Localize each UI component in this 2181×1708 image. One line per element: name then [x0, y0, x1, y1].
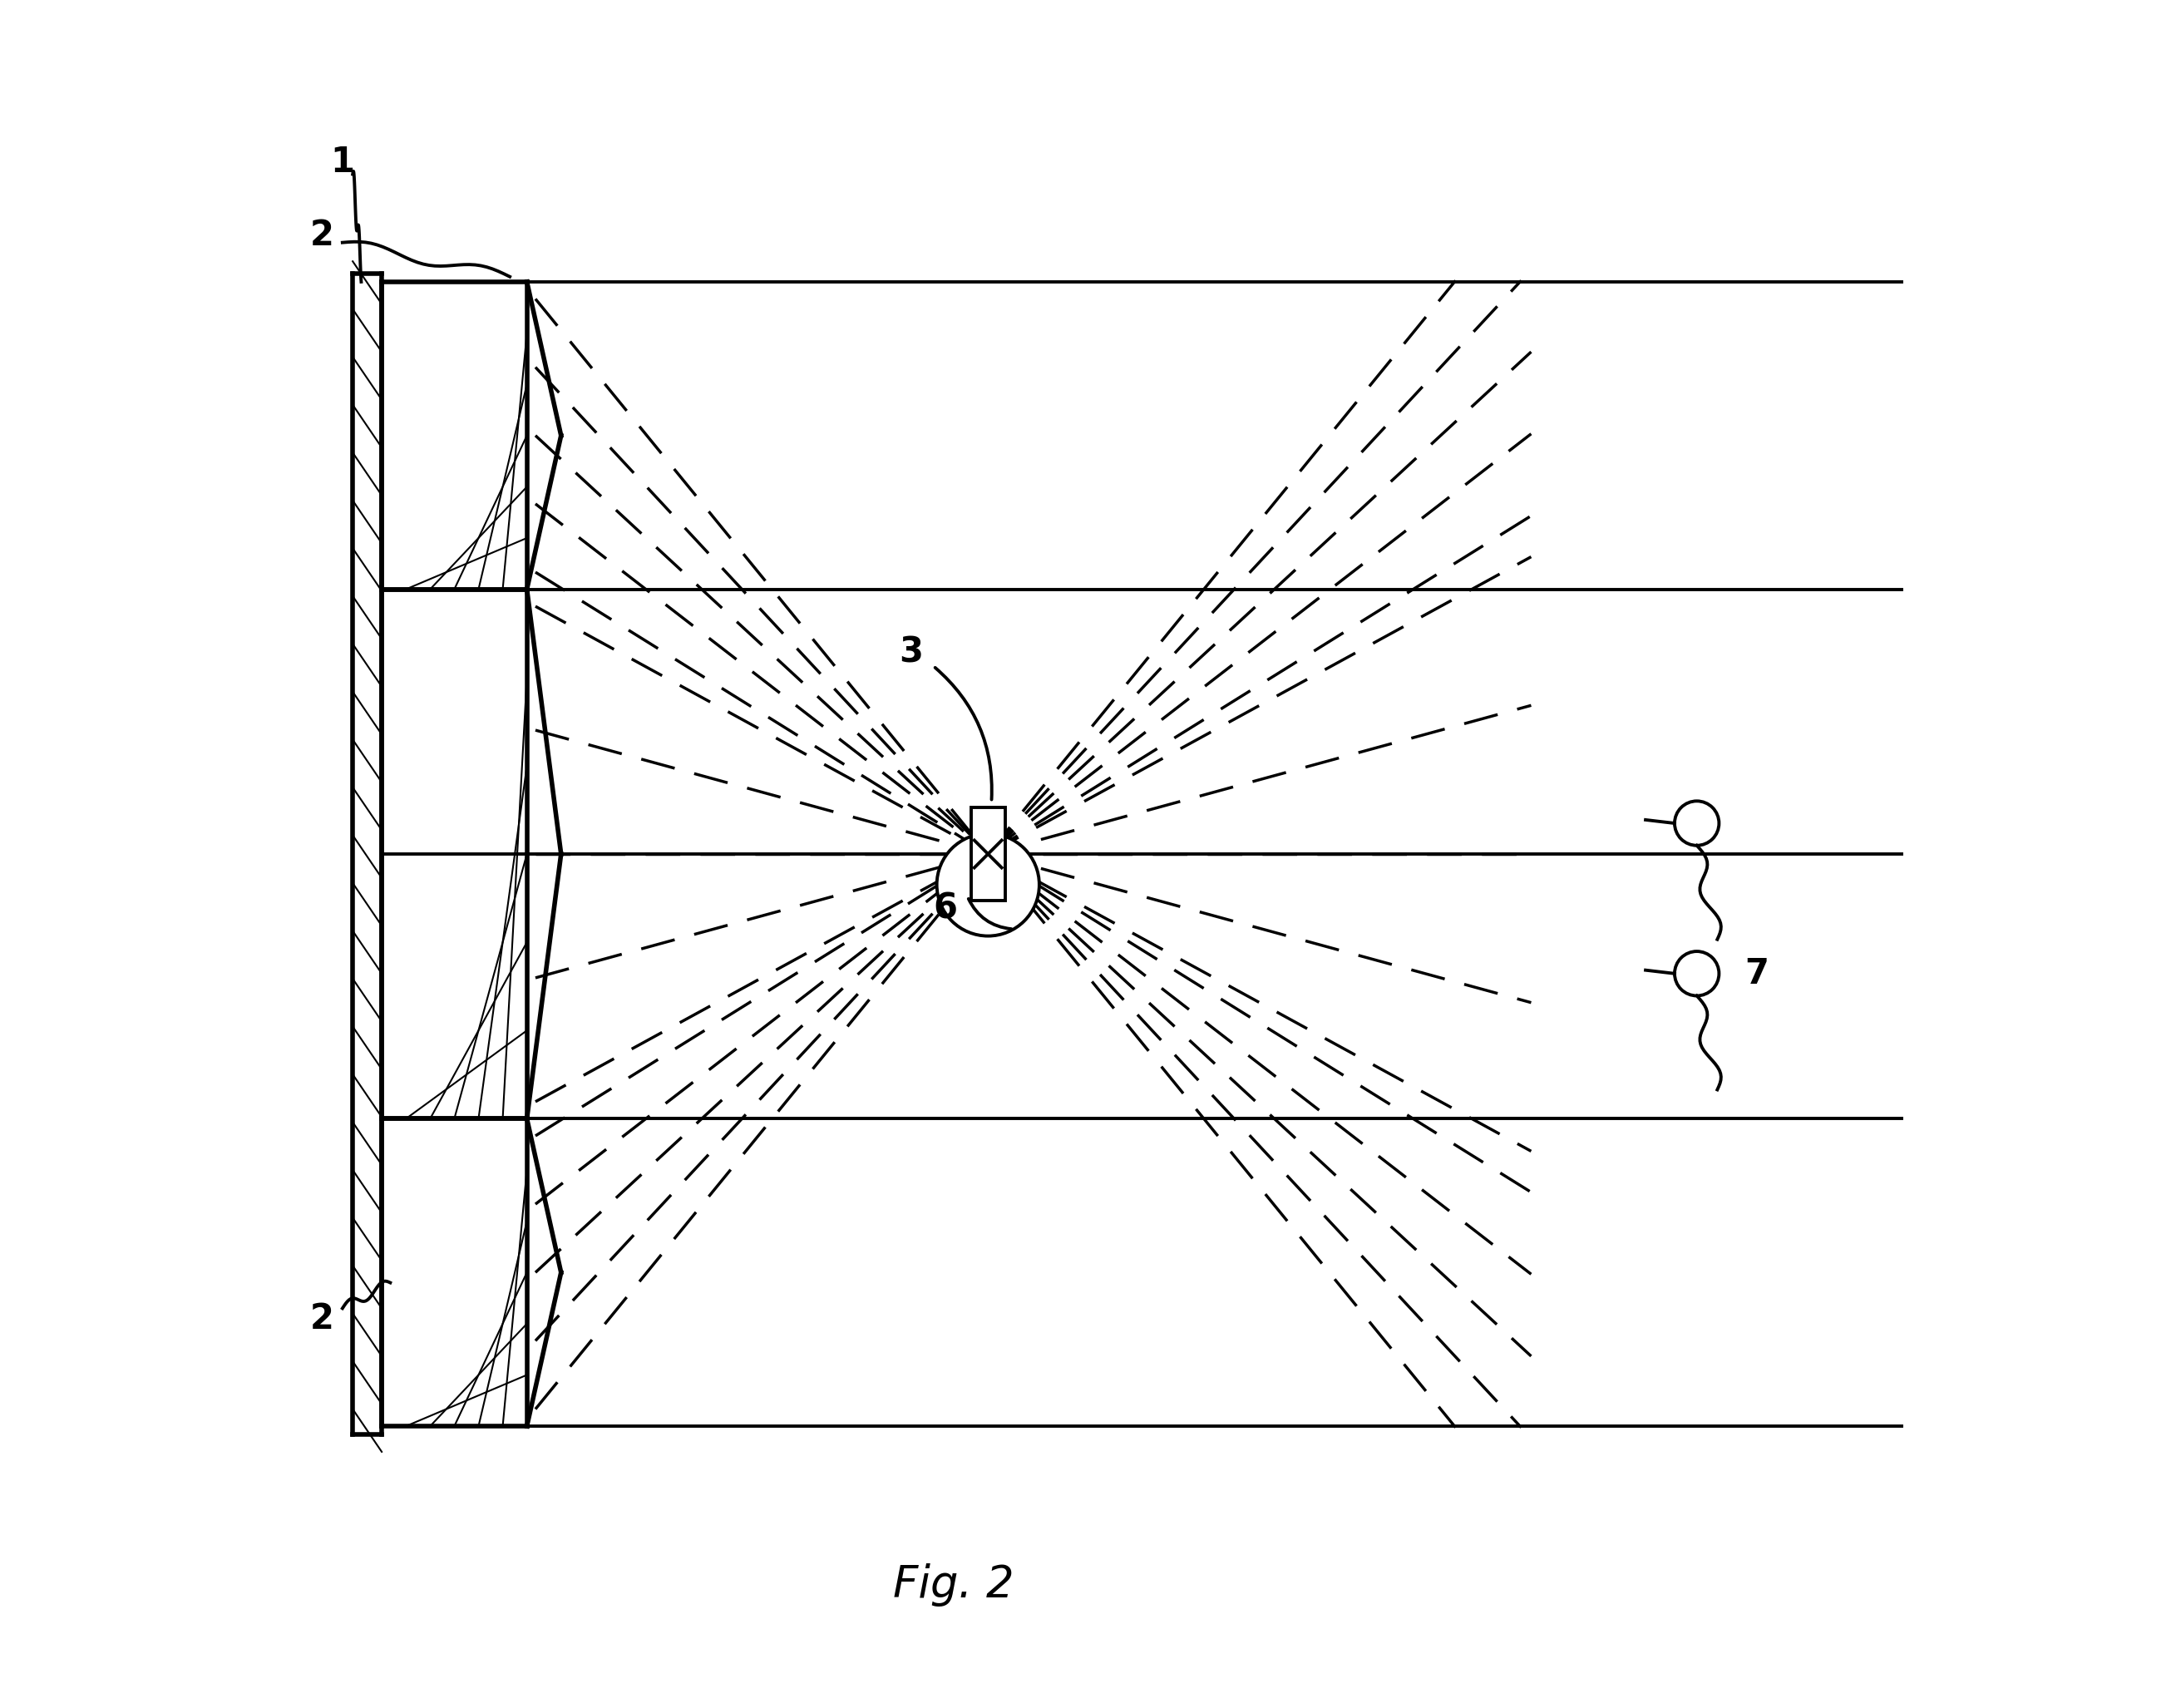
- FancyArrowPatch shape: [936, 668, 992, 799]
- Circle shape: [1675, 951, 1719, 996]
- Text: 3: 3: [899, 635, 923, 670]
- Text: Fig. 2: Fig. 2: [894, 1563, 1014, 1607]
- Text: 6: 6: [933, 892, 957, 926]
- Circle shape: [1675, 801, 1719, 845]
- Circle shape: [938, 834, 1040, 936]
- Text: 1: 1: [329, 145, 356, 179]
- Text: 7: 7: [1745, 956, 1769, 991]
- FancyArrowPatch shape: [968, 898, 1012, 929]
- Bar: [971, 808, 1005, 902]
- Text: 2: 2: [310, 219, 334, 253]
- Text: 2: 2: [310, 1301, 334, 1336]
